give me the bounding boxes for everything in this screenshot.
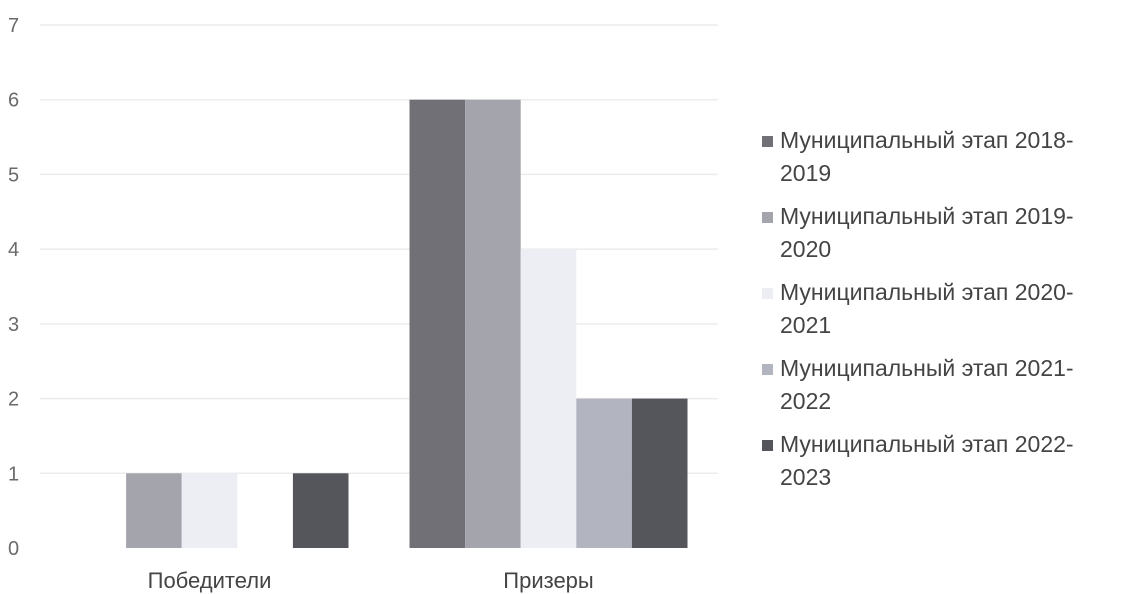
legend-swatch <box>762 288 773 299</box>
legend-item-2019-2020: Муниципальный этап 2019-2020 <box>762 200 1122 276</box>
legend-label: Муниципальный этап 2019-2020 <box>780 203 1074 262</box>
y-axis-tick-labels: 0 1 2 3 4 5 6 7 <box>8 15 19 560</box>
x-category-label: Победители <box>148 568 272 593</box>
legend-swatch <box>762 440 773 451</box>
y-tick-label: 4 <box>8 239 19 261</box>
legend-swatch <box>762 212 773 223</box>
y-tick-label: 3 <box>8 314 19 336</box>
bar <box>181 473 238 548</box>
y-tick-label: 1 <box>8 463 19 485</box>
bar <box>292 473 349 548</box>
legend-swatch <box>762 136 773 147</box>
y-tick-label: 5 <box>8 164 19 186</box>
y-tick-label: 7 <box>8 15 19 37</box>
bar <box>520 249 577 548</box>
gridlines <box>40 24 718 475</box>
bars <box>126 99 688 548</box>
legend-item-2020-2021: Муниципальный этап 2020-2021 <box>762 276 1122 352</box>
legend-item-2022-2023: Муниципальный этап 2022-2023 <box>762 428 1122 504</box>
bar <box>631 398 688 548</box>
bar <box>126 473 182 548</box>
y-tick-label: 6 <box>8 90 19 112</box>
bar <box>409 99 466 548</box>
legend-label: Муниципальный этап 2022-2023 <box>780 431 1074 490</box>
legend: Муниципальный этап 2018-2019 Муниципальн… <box>762 124 1122 504</box>
bar <box>465 99 521 548</box>
y-tick-label: 0 <box>8 538 19 560</box>
legend-swatch <box>762 364 773 375</box>
y-tick-label: 2 <box>8 389 19 411</box>
legend-item-2018-2019: Муниципальный этап 2018-2019 <box>762 124 1122 200</box>
legend-label: Муниципальный этап 2018-2019 <box>780 127 1074 186</box>
legend-item-2021-2022: Муниципальный этап 2021-2022 <box>762 352 1122 428</box>
x-category-label: Призеры <box>503 568 593 593</box>
bar <box>576 398 632 548</box>
legend-label: Муниципальный этап 2020-2021 <box>780 279 1074 338</box>
legend-label: Муниципальный этап 2021-2022 <box>780 355 1074 414</box>
x-axis-category-labels: Победители Призеры <box>148 568 594 593</box>
